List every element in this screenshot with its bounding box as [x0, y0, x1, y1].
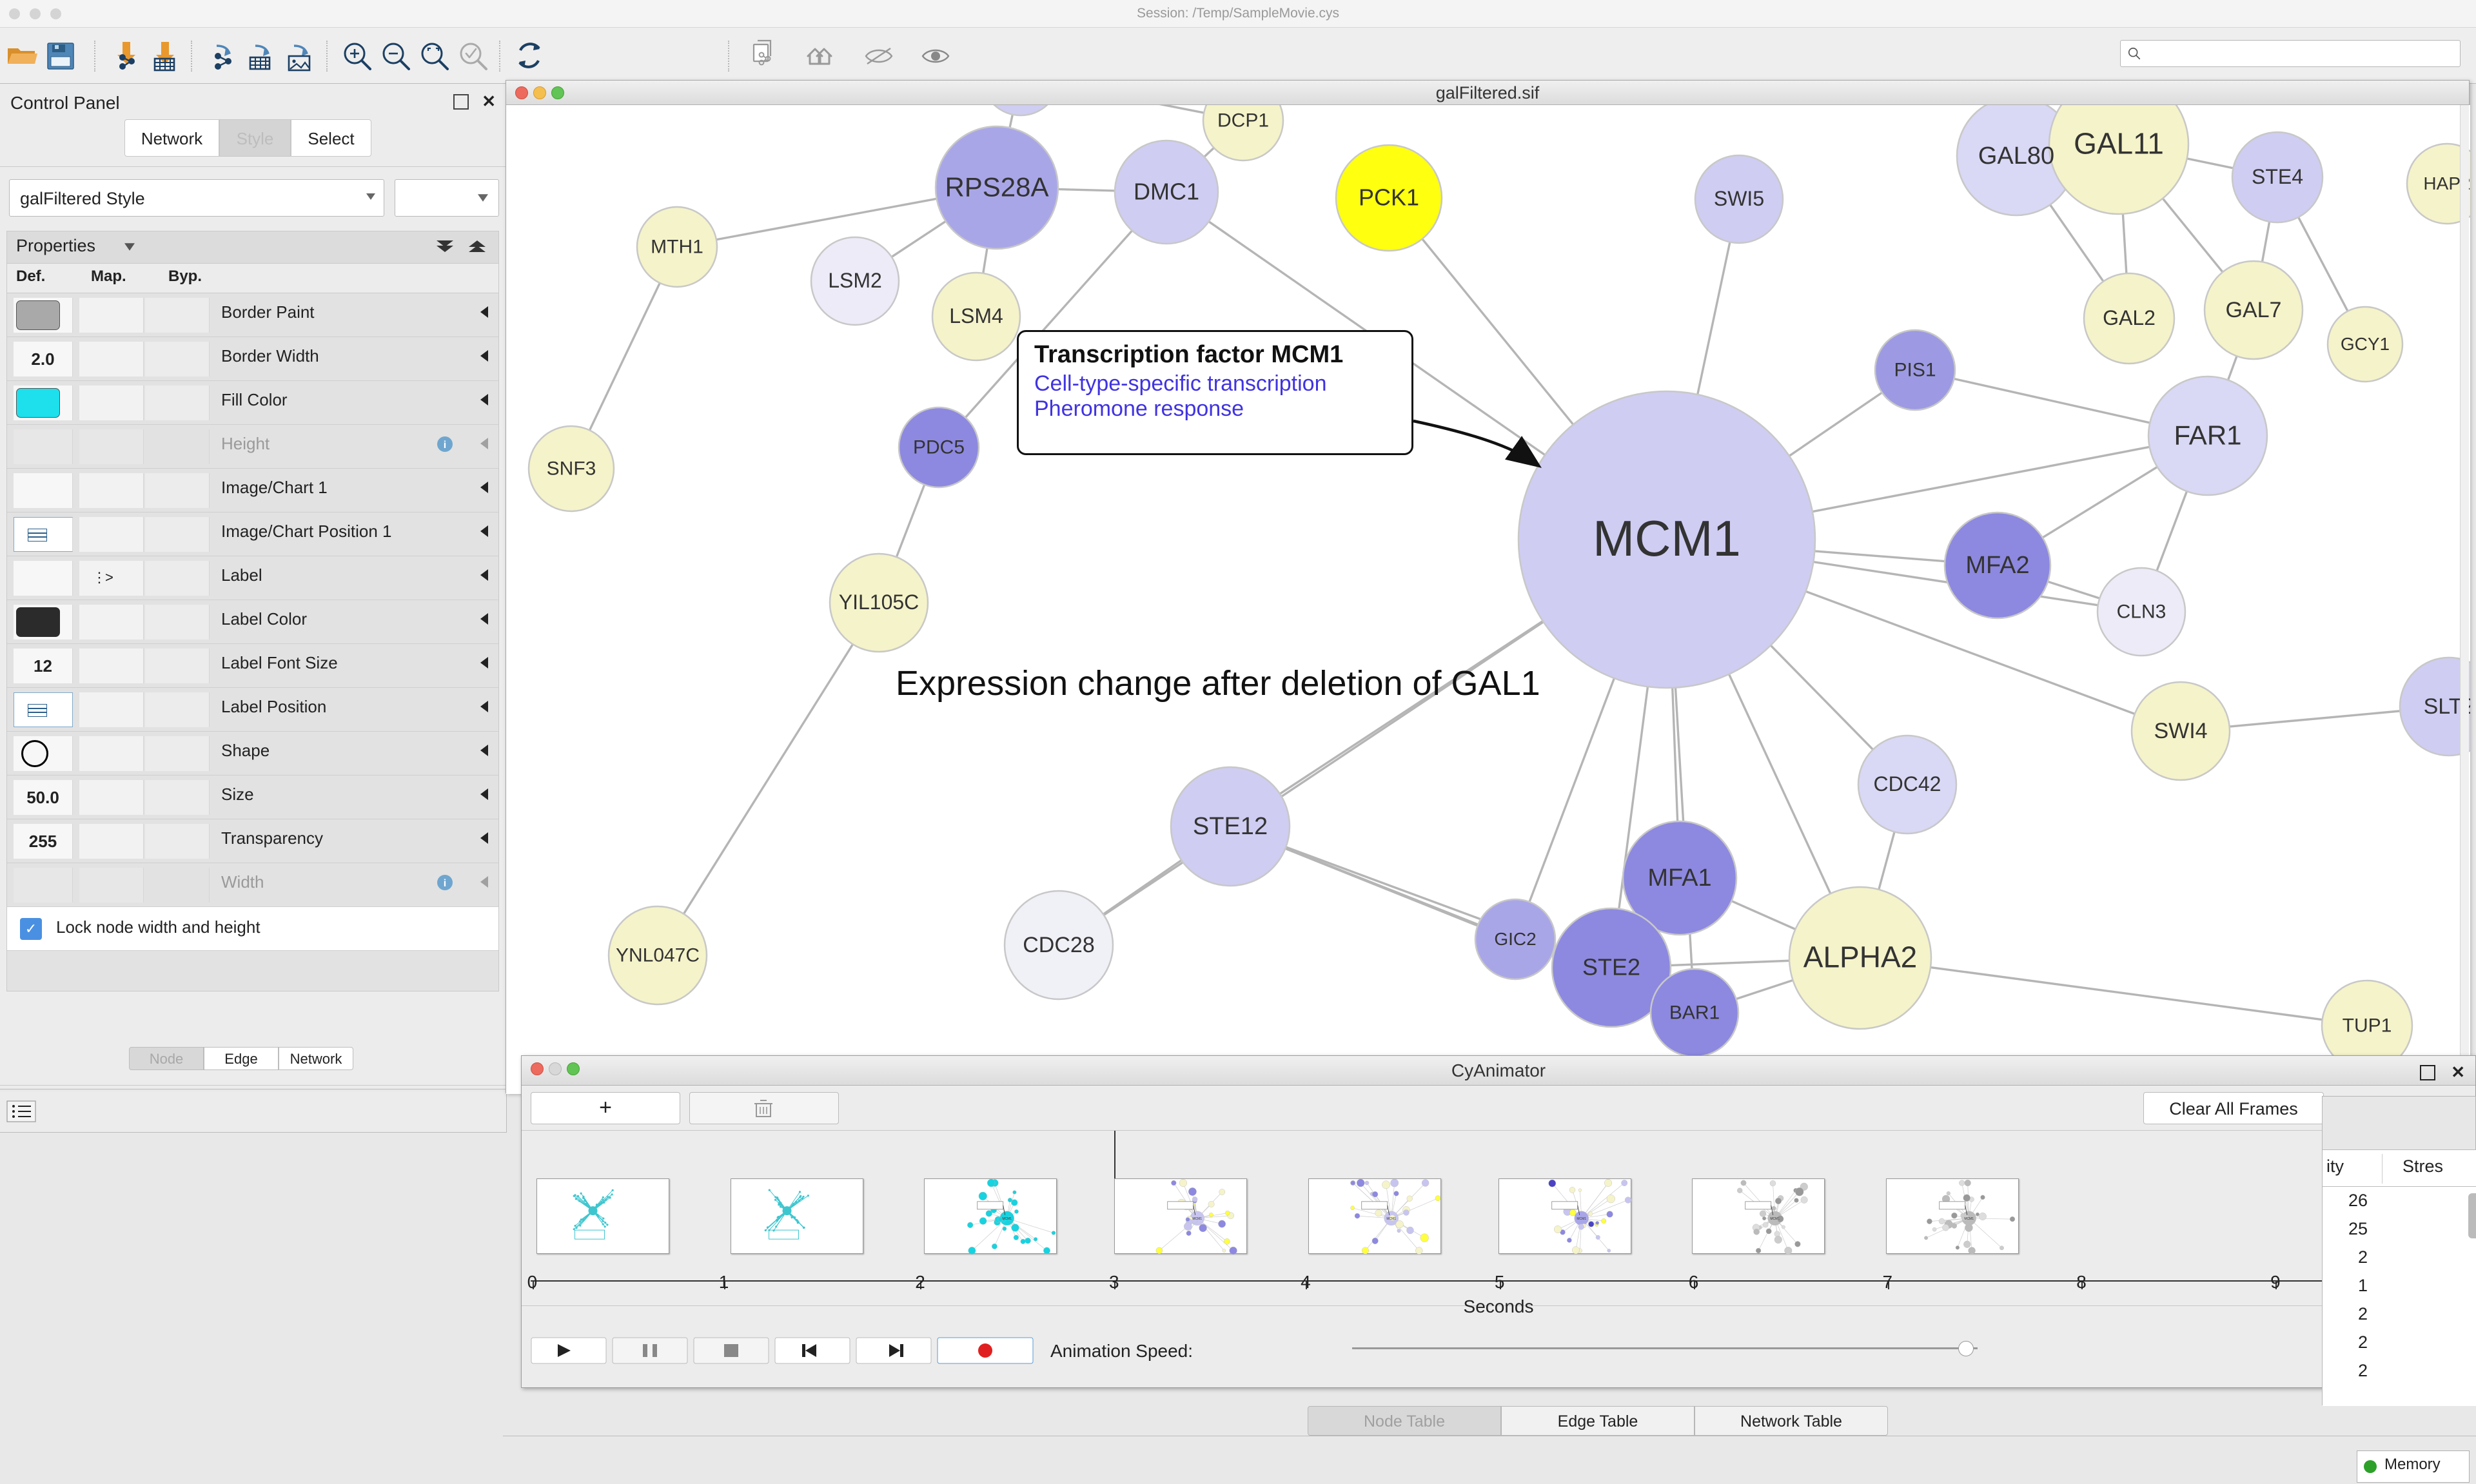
svg-text:GAL11: GAL11 [2074, 127, 2164, 161]
svg-text:ALPHA2: ALPHA2 [1803, 941, 1917, 974]
svg-text:i: i [444, 878, 446, 889]
svg-text:SNF3: SNF3 [547, 458, 596, 480]
svg-text:PCK1: PCK1 [1359, 184, 1419, 211]
svg-text:YNL047C: YNL047C [616, 945, 700, 966]
svg-text:DCP1: DCP1 [1217, 110, 1269, 132]
svg-text:PDC5: PDC5 [913, 437, 965, 458]
svg-text:STE12: STE12 [1193, 813, 1268, 840]
svg-text:GAL80: GAL80 [1978, 142, 2054, 170]
svg-text:YIL105C: YIL105C [839, 591, 919, 614]
svg-text:i: i [444, 440, 446, 451]
svg-text:TUP1: TUP1 [2343, 1015, 2392, 1037]
svg-text:STE2: STE2 [1582, 954, 1640, 981]
svg-text:FAR1: FAR1 [2174, 420, 2241, 450]
svg-text:GAL7: GAL7 [2226, 298, 2282, 322]
svg-text:SWI4: SWI4 [2154, 719, 2207, 743]
svg-text:MCM1: MCM1 [1386, 1217, 1396, 1221]
svg-text:SWI5: SWI5 [1714, 187, 1764, 210]
svg-text:DMC1: DMC1 [1134, 179, 1199, 205]
svg-text:LSM4: LSM4 [949, 304, 1003, 327]
svg-text:RPS28A: RPS28A [945, 171, 1048, 202]
svg-text:CLN3: CLN3 [2117, 601, 2166, 623]
svg-text:STE4: STE4 [2252, 165, 2303, 188]
svg-text:MCM1: MCM1 [1577, 1217, 1586, 1221]
svg-text:MCM1: MCM1 [1003, 1217, 1012, 1221]
svg-text:MCM1: MCM1 [1964, 1217, 1974, 1221]
svg-text:GCY1: GCY1 [2341, 334, 2390, 354]
svg-text:MFA2: MFA2 [1965, 552, 2029, 579]
svg-text:GIC2: GIC2 [1494, 929, 1536, 949]
svg-text:PIS1: PIS1 [1894, 360, 1936, 381]
svg-text:MCM1: MCM1 [1593, 510, 1741, 567]
svg-text:CDC42: CDC42 [1874, 772, 1941, 796]
svg-text:MTH1: MTH1 [651, 237, 703, 258]
svg-text:GAL2: GAL2 [2103, 306, 2156, 329]
svg-text:LSM2: LSM2 [828, 269, 882, 292]
svg-text:MFA1: MFA1 [1647, 864, 1711, 892]
svg-text:CDC28: CDC28 [1023, 933, 1094, 957]
svg-text:MCM1: MCM1 [1192, 1217, 1202, 1221]
svg-text:BAR1: BAR1 [1669, 1002, 1720, 1024]
svg-text:MCM1: MCM1 [1771, 1217, 1780, 1221]
